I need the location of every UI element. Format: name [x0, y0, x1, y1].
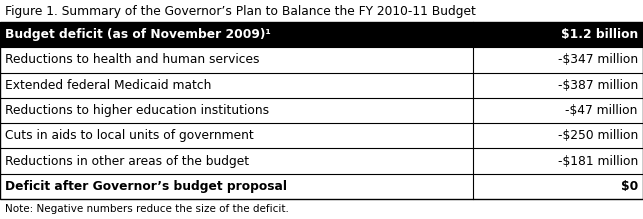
Text: -$250 million: -$250 million — [557, 129, 638, 142]
Text: -$387 million: -$387 million — [557, 79, 638, 92]
Bar — [0, 98, 643, 123]
Bar — [0, 22, 643, 47]
Text: Cuts in aids to local units of government: Cuts in aids to local units of governmen… — [5, 129, 254, 142]
Bar — [0, 148, 643, 174]
Text: $1.2 billion: $1.2 billion — [561, 28, 638, 41]
Bar — [0, 174, 643, 199]
Text: Reductions to health and human services: Reductions to health and human services — [5, 53, 260, 66]
Text: Budget deficit (as of November 2009)¹: Budget deficit (as of November 2009)¹ — [5, 28, 271, 41]
Text: Reductions to higher education institutions: Reductions to higher education instituti… — [5, 104, 269, 117]
Bar — [0, 22, 643, 199]
Text: Deficit after Governor’s budget proposal: Deficit after Governor’s budget proposal — [5, 180, 287, 193]
Text: Note: Negative numbers reduce the size of the deficit.: Note: Negative numbers reduce the size o… — [5, 204, 289, 214]
Bar — [0, 123, 643, 148]
Text: -$347 million: -$347 million — [557, 53, 638, 66]
Text: Reductions in other areas of the budget: Reductions in other areas of the budget — [5, 155, 249, 168]
Text: -$47 million: -$47 million — [565, 104, 638, 117]
Text: Figure 1. Summary of the Governor’s Plan to Balance the FY 2010-11 Budget: Figure 1. Summary of the Governor’s Plan… — [5, 5, 476, 18]
Bar — [0, 72, 643, 98]
Text: $0: $0 — [620, 180, 638, 193]
Bar — [0, 47, 643, 72]
Text: -$181 million: -$181 million — [557, 155, 638, 168]
Text: Extended federal Medicaid match: Extended federal Medicaid match — [5, 79, 212, 92]
